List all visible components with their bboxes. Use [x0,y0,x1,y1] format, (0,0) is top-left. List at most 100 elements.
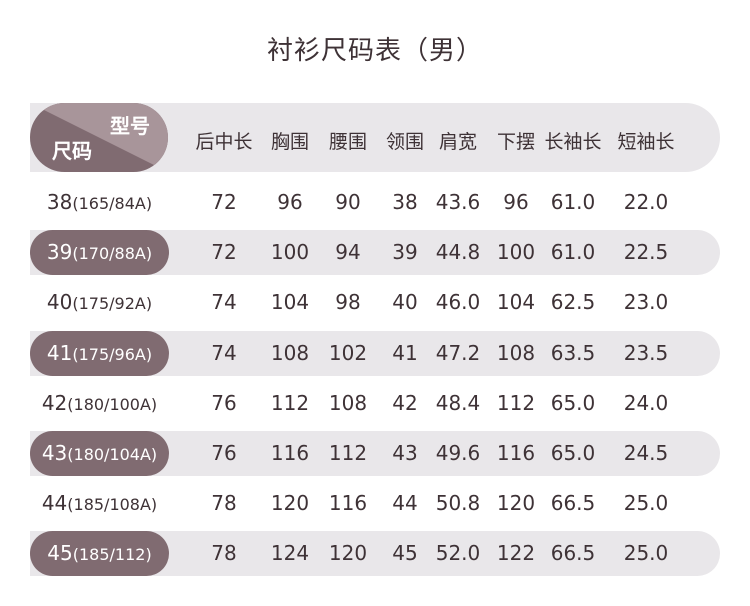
table-cell: 74 [211,290,237,315]
size-spec: (175/96A) [72,344,153,364]
table-cell: 108 [496,340,536,365]
size-number: 41 [46,340,73,365]
column-header: 肩宽 [438,131,478,153]
table-row: 41(175/96A) 74 108 102 41 47.2 108 63.5 23.5 [30,330,720,376]
table-cell: 63.5 [550,340,596,365]
corner-diagonal [30,103,168,172]
table-cell: 44.8 [435,240,481,265]
table-cell: 61.0 [550,240,596,265]
size-pill [30,230,169,276]
page-title: 衬衫尺码表（男） [266,36,483,66]
table-cell: 112 [328,441,368,465]
size-label: 43(180/104A) [30,431,169,476]
size-spec: (165/84A) [72,194,153,213]
table-cell: 65.0 [550,441,596,465]
table-cell: 94 [335,240,361,265]
table-cell: 40 [392,290,418,315]
table-cell: 78 [211,541,237,566]
table-row: 44(185/108A) 78 120 116 44 50.8 120 66.5 25.0 [30,481,720,526]
table-cell: 24.0 [623,390,669,415]
table-cell: 24.5 [623,441,669,465]
size-spec: (185/108A) [67,495,158,515]
table-cell: 120 [496,491,536,516]
table-cell: 122 [496,541,536,566]
table-cell: 72 [211,190,237,214]
size-spec: (180/104A) [67,445,158,464]
table-cell: 112 [496,390,536,415]
table-cell: 43.6 [435,190,481,214]
column-header: 下摆 [496,131,536,153]
table-cell: 98 [335,290,361,315]
table-cell: 108 [270,340,310,365]
table-cell: 23.5 [623,340,669,365]
table-cell: 100 [496,240,536,265]
table-cell: 116 [496,441,536,465]
table-cell: 96 [277,190,303,214]
table-row: 43(180/104A) 76 116 112 43 49.6 116 65.0 24.5 [30,431,720,476]
table-cell: 120 [328,541,368,566]
table-cell: 120 [270,491,310,516]
column-header: 领围 [385,131,425,153]
table-row: 45(185/112) 78 124 120 45 52.0 122 66.5 25.0 [30,531,720,577]
column-header: 胸围 [270,131,310,153]
column-header: 后中长 [195,131,253,153]
table-cell: 50.8 [435,491,481,516]
table-cell: 46.0 [435,290,481,315]
size-label: 39(170/88A) [30,230,169,275]
table-cell: 44 [392,491,418,516]
size-label: 45(185/112) [30,531,169,576]
header-corner: 型号 尺码 [30,103,168,172]
table-cell: 22.5 [623,240,669,265]
size-number: 39 [46,240,73,265]
table-cell: 116 [328,491,368,516]
size-pill [30,531,169,577]
size-number: 43 [41,441,68,465]
table-cell: 108 [328,390,368,415]
size-label: 40(175/92A) [30,280,169,325]
model-label: 型号 [110,114,150,138]
column-header: 长袖长 [544,131,602,153]
size-label: 42(180/100A) [30,381,169,426]
size-number: 38 [46,190,73,214]
table-cell: 42 [392,390,418,415]
size-spec: (180/100A) [67,394,158,414]
table-row: 38(165/84A) 72 96 90 38 43.6 96 61.0 22.0 [30,180,720,225]
size-label: 38(165/84A) [30,180,169,225]
size-pill [30,330,169,376]
table-cell: 90 [335,190,361,214]
table-cell: 52.0 [435,541,481,566]
table-cell: 100 [270,240,310,265]
table-cell: 74 [211,340,237,365]
table-cell: 45 [392,541,418,566]
size-number: 42 [41,390,68,415]
table-cell: 66.5 [550,541,596,566]
size-spec: (175/92A) [72,294,153,314]
table-cell: 25.0 [623,541,669,566]
table-cell: 76 [211,441,237,465]
size-label: 44(185/108A) [30,481,169,526]
table-cell: 96 [503,190,529,214]
table-cell: 116 [270,441,310,465]
table-cell: 104 [496,290,536,315]
size-label: 41(175/96A) [30,331,169,376]
table-cell: 47.2 [435,340,481,365]
column-header: 腰围 [328,131,368,153]
table-cell: 62.5 [550,290,596,315]
table-cell: 43 [392,441,418,465]
table-cell: 39 [392,240,418,265]
table-cell: 72 [211,240,237,265]
table-cell: 112 [270,390,310,415]
size-spec: (185/112) [72,545,152,565]
table-cell: 102 [328,340,368,365]
table-row: 42(180/100A) 76 112 108 42 48.4 112 65.0 24.0 [30,381,720,426]
size-number: 44 [41,491,68,516]
table-cell: 66.5 [550,491,596,516]
table-cell: 41 [392,340,418,365]
size-pill [30,431,169,476]
table-row: 40(175/92A) 74 104 98 40 46.0 104 62.5 23.0 [30,280,720,325]
size-number: 45 [47,541,73,566]
table-cell: 38 [392,190,418,214]
table-cell: 22.0 [623,190,669,214]
table-cell: 25.0 [623,491,669,516]
size-spec: (170/88A) [72,244,153,264]
